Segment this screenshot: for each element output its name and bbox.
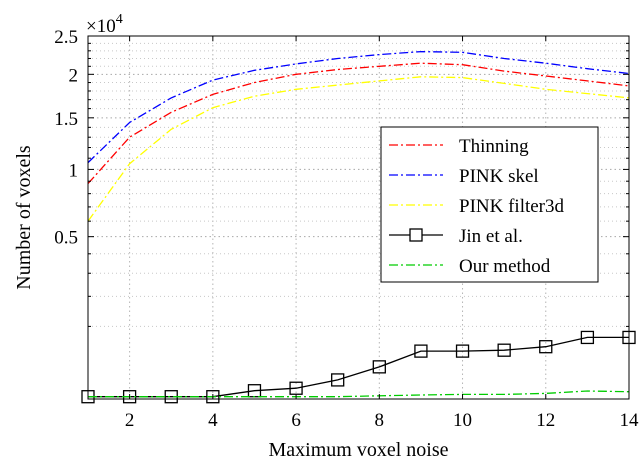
x-tick-label: 10 — [453, 410, 472, 431]
legend-label-0: Thinning — [459, 136, 529, 157]
y-tick-label: 1.5 — [54, 109, 78, 130]
legend-label-2: PINK filter3d — [459, 196, 565, 217]
legend-box — [380, 126, 599, 283]
x-tick-label: 12 — [536, 410, 555, 431]
legend-label-1: PINK skel — [459, 166, 539, 187]
legend-label-4: Our method — [459, 256, 551, 277]
x-tick-label: 14 — [620, 410, 640, 431]
legend: Thinning PINK skel PINK filter3d Jin et al.… — [380, 126, 599, 283]
series-marker-3 — [331, 373, 345, 387]
y-exponent-power: 4 — [116, 12, 123, 27]
x-tick-label: 4 — [208, 410, 218, 431]
y-tick-label: 2 — [69, 65, 79, 86]
series-marker-3 — [206, 390, 220, 404]
y-tick-label: 1 — [69, 160, 79, 181]
y-exponent-label: ×104 — [86, 12, 123, 37]
series-line-1 — [87, 50, 630, 164]
series-line-4 — [88, 390, 630, 398]
axis-ticks: 2 4 6 8 10 12 14 0.5 1 1.5 2 2.5 — [54, 27, 639, 431]
legend-marker-3 — [409, 228, 423, 242]
series-marker-3 — [580, 330, 595, 345]
y-axis-label: Number of voxels — [13, 145, 35, 290]
x-axis-label: Maximum voxel noise — [269, 439, 449, 461]
series-line-2 — [87, 76, 630, 222]
series-marker-3 — [455, 344, 470, 358]
x-tick-label: 8 — [375, 410, 385, 431]
x-tick-label: 2 — [125, 410, 135, 431]
series-marker-3 — [539, 340, 553, 354]
x-tick-label: 6 — [291, 410, 301, 431]
series-marker-3 — [497, 343, 511, 357]
legend-label-3: Jin et al. — [459, 226, 523, 247]
series-marker-3 — [372, 360, 386, 374]
series-marker-3 — [414, 344, 428, 358]
y-exponent-base: ×10 — [86, 16, 116, 37]
y-tick-label: 0.5 — [54, 228, 78, 249]
plot-frame — [87, 35, 630, 400]
y-tick-label: 2.5 — [54, 27, 78, 48]
